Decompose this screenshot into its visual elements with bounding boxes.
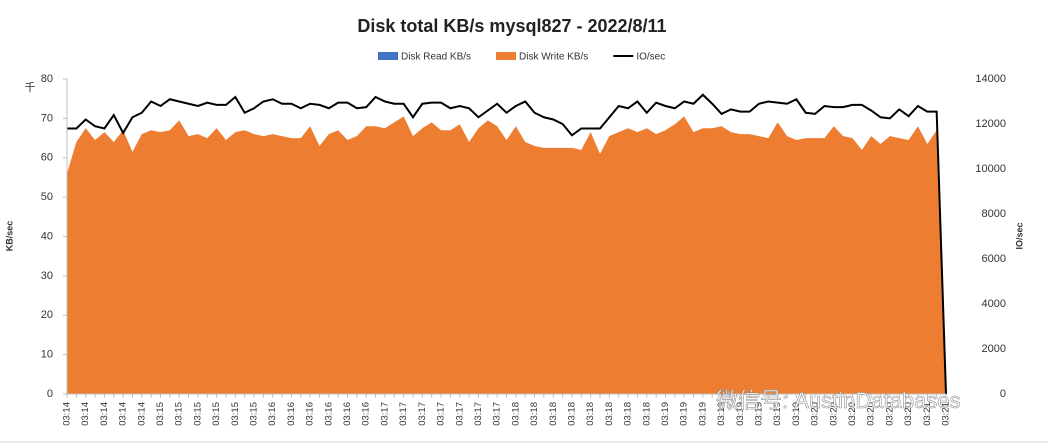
y2-tick-label: 0: [1000, 388, 1006, 400]
x-tick-label: 03:18: [623, 402, 634, 426]
x-tick-label: 03:14: [62, 402, 73, 426]
x-tick-label: 03:20: [847, 402, 858, 426]
y2-tick-label: 14000: [975, 73, 1006, 85]
x-tick-label: 03:21: [941, 402, 952, 426]
y2-tick-label: 6000: [982, 253, 1006, 265]
chart-title: Disk total KB/s mysql827 - 2022/8/11: [357, 16, 666, 36]
x-tick-label: 03:15: [192, 402, 203, 426]
x-tick-label: 03:14: [118, 402, 129, 426]
x-tick-label: 03:19: [697, 402, 708, 426]
x-tick-label: 03:15: [230, 402, 241, 426]
y-tick-label: 0: [47, 388, 53, 400]
x-tick-label: 03:20: [810, 402, 821, 426]
x-tick-label: 03:19: [660, 402, 671, 426]
x-tick-label: 03:16: [342, 402, 353, 426]
area: [67, 116, 946, 394]
x-tick-label: 03:20: [903, 402, 914, 426]
legend-label: Disk Read KB/s: [401, 52, 471, 63]
y2-tick-label: 2000: [982, 343, 1006, 355]
x-tick-label: 03:18: [641, 402, 652, 426]
x-tick-label: 03:17: [436, 402, 447, 426]
y-tick-label: 80: [41, 73, 53, 85]
x-tick-label: 03:17: [454, 402, 465, 426]
x-tick-label: 03:17: [473, 402, 484, 426]
x-tick-label: 03:20: [866, 402, 877, 426]
watermark: 微信号: AustinDatabases: [716, 388, 961, 413]
line: [67, 93, 947, 395]
x-tick-label: 03:17: [492, 402, 503, 426]
x-tick-label: 03:16: [323, 402, 334, 426]
legend-label: IO/sec: [636, 52, 665, 63]
x-tick-label: 03:18: [566, 402, 577, 426]
legend-swatch: [496, 52, 517, 60]
y-axis-label: KB/sec: [4, 221, 14, 252]
y-tick-label: 20: [41, 309, 53, 321]
x-tick-label: 03:16: [305, 402, 316, 426]
y2-tick-label: 12000: [975, 118, 1006, 130]
legend-swatch: [378, 52, 398, 60]
y-unit-label: 千: [25, 81, 36, 94]
x-tick-label: 03:19: [716, 402, 727, 426]
x-tick-label: 03:15: [174, 402, 185, 426]
y2-tick-label: 4000: [982, 298, 1006, 310]
x-tick-label: 03:19: [735, 402, 746, 426]
x-tick-label: 03:16: [286, 402, 297, 426]
x-tick-label: 03:15: [211, 402, 222, 426]
x-tick-label: 03:18: [604, 402, 615, 426]
x-tick-label: 03:14: [80, 402, 91, 426]
x-tick-label: 03:19: [772, 402, 783, 426]
y-tick-label: 60: [41, 152, 53, 164]
x-tick-label: 03:18: [510, 402, 521, 426]
y2-tick-label: 10000: [975, 163, 1006, 175]
x-tick-label: 03:18: [548, 402, 559, 426]
x-tick-label: 03:20: [884, 402, 895, 426]
x-tick-label: 03:18: [585, 402, 596, 426]
x-tick-label: 03:17: [417, 402, 428, 426]
y2-tick-label: 8000: [982, 208, 1006, 220]
x-tick-label: 03:17: [379, 402, 390, 426]
y-tick-label: 70: [41, 112, 53, 124]
x-tick-label: 03:21: [922, 402, 933, 426]
x-tick-label: 03:16: [361, 402, 372, 426]
y2-axis-label: IO/sec: [1014, 222, 1024, 249]
x-tick-label: 03:19: [679, 402, 690, 426]
x-tick-label: 03:19: [791, 402, 802, 426]
x-tick-label: 03:19: [753, 402, 764, 426]
x-tick-label: 03:15: [155, 402, 166, 426]
x-tick-label: 03:14: [136, 402, 147, 426]
x-tick-label: 03:18: [529, 402, 540, 426]
x-tick-label: 03:16: [267, 402, 278, 426]
y-tick-label: 50: [41, 191, 53, 203]
x-tick-label: 03:14: [99, 402, 110, 426]
y-tick-label: 30: [41, 270, 53, 282]
x-tick-label: 03:20: [828, 402, 839, 426]
y-tick-label: 40: [41, 230, 53, 242]
x-tick-label: 03:15: [249, 402, 260, 426]
x-tick-label: 03:17: [398, 402, 409, 426]
y-tick-label: 10: [41, 349, 53, 361]
legend-label: Disk Write KB/s: [519, 52, 588, 63]
